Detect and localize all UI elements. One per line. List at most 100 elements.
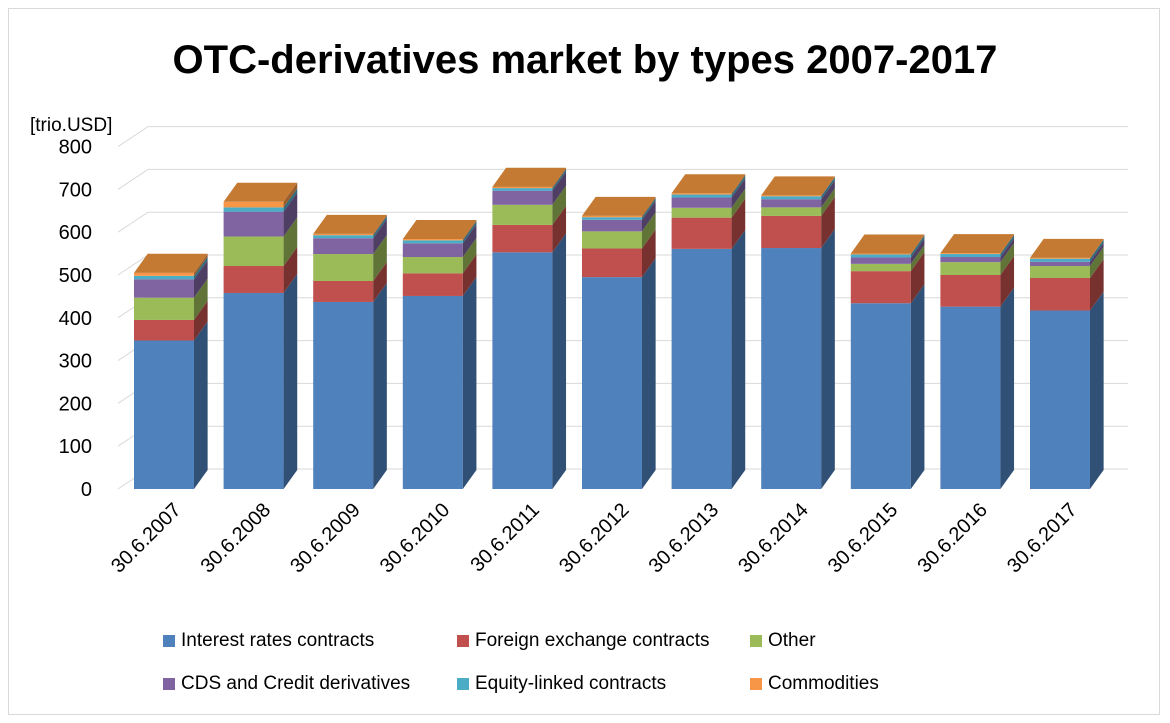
bar-segment-side xyxy=(283,273,298,489)
bar-segment-side xyxy=(1090,246,1104,278)
y-tick-label: 400 xyxy=(59,308,92,330)
legend-item: Equity-linked contracts xyxy=(457,673,666,695)
bar-segment xyxy=(582,215,642,218)
bar-segment xyxy=(134,297,194,320)
y-tick-label: 800 xyxy=(59,137,92,159)
bar-segment-side xyxy=(283,182,298,208)
bar-segment xyxy=(223,201,284,208)
x-tick-label: 30.6.2009 xyxy=(286,499,364,577)
bar-segment-side xyxy=(1000,237,1015,263)
bar-segment xyxy=(671,207,732,218)
legend-label: Other xyxy=(768,630,816,651)
bar-segment xyxy=(671,217,732,249)
legend-swatch xyxy=(457,678,469,690)
bar-segment-side xyxy=(373,219,387,255)
bar-segment-side xyxy=(821,196,835,249)
bar-segment-side xyxy=(552,171,567,205)
bar-segment xyxy=(761,207,822,216)
bar-segment-side xyxy=(462,276,477,489)
chart-title: OTC-derivatives market by types 2007-201… xyxy=(172,38,998,82)
legend-label: Commodities xyxy=(768,673,879,694)
bar-top-cap xyxy=(850,234,925,254)
x-tick-label: 30.6.2012 xyxy=(555,499,633,577)
bar-segment xyxy=(223,236,284,267)
bar-segment-side xyxy=(462,237,477,274)
bar-segment xyxy=(134,272,194,276)
bar-segment-side xyxy=(821,228,835,489)
bar-segment xyxy=(223,207,284,212)
bar-segment xyxy=(940,275,1001,307)
legend-item: Other xyxy=(750,630,816,652)
bar-segment-side xyxy=(642,258,656,489)
bar-segment xyxy=(313,238,374,255)
bar-segment xyxy=(492,204,553,225)
bar-segment-side xyxy=(1000,255,1015,307)
bar-segment-side xyxy=(731,175,746,198)
gridline-side xyxy=(117,126,149,148)
x-tick-label: 30.6.2015 xyxy=(824,499,902,577)
bar-segment-side xyxy=(283,246,298,293)
bar-segment xyxy=(582,219,642,232)
bar-top-cap xyxy=(940,234,1015,254)
bar-segment xyxy=(582,248,642,278)
bar-segment-side xyxy=(1000,287,1015,489)
bar-segment-side xyxy=(821,177,835,200)
bar-segment xyxy=(134,319,194,341)
bar-segment xyxy=(761,195,822,197)
bar-segment xyxy=(223,266,284,293)
bar-segment xyxy=(671,248,732,489)
bar-segment-side xyxy=(552,185,567,225)
bar-segment xyxy=(313,254,374,281)
bar-segment xyxy=(1030,266,1090,278)
x-tick-label: 30.6.2016 xyxy=(913,499,991,577)
bar-segment-side xyxy=(1000,234,1015,255)
bar-top-cap xyxy=(582,196,656,216)
legend-item: Interest rates contracts xyxy=(163,630,374,652)
bar-segment-side xyxy=(731,229,746,490)
bar-top-cap xyxy=(313,214,387,234)
bar-segment-side xyxy=(642,200,656,232)
bar-segment-side xyxy=(462,221,477,244)
bar-top-cap xyxy=(223,182,298,202)
bar-segment xyxy=(940,262,1001,275)
bar-top-cap xyxy=(402,220,477,240)
bar-segment-side xyxy=(1090,238,1104,259)
bar-segment-side xyxy=(283,188,298,212)
bar-segment-side xyxy=(1090,258,1104,311)
bar-segment-side xyxy=(910,244,925,272)
gridline-side xyxy=(117,254,149,276)
bar-segment xyxy=(582,231,642,249)
bar-segment xyxy=(850,257,911,264)
bar-segment-side xyxy=(194,300,208,341)
bar-top-cap xyxy=(671,174,746,194)
legend-swatch xyxy=(163,635,175,647)
x-tick-label: 30.6.2013 xyxy=(645,499,723,577)
y-tick-label: 200 xyxy=(59,393,92,415)
bar-segment xyxy=(582,217,642,220)
bar-segment-side xyxy=(552,205,567,253)
legend-label: Interest rates contracts xyxy=(181,630,375,651)
bar-segment xyxy=(1030,261,1090,267)
bar-segment xyxy=(313,235,374,239)
bar-segment xyxy=(402,273,463,296)
bar-segment-side xyxy=(910,235,925,258)
legend-item: Foreign exchange contracts xyxy=(457,630,709,652)
gridline-side xyxy=(117,168,149,190)
bar-segment xyxy=(940,257,1001,263)
bar-segment-side xyxy=(194,253,208,276)
y-tick-label: 0 xyxy=(81,479,92,501)
bar-top-cap xyxy=(1030,238,1104,258)
chart-frame xyxy=(8,8,1160,715)
bar-segment xyxy=(940,254,1001,258)
legend-item: CDS and Credit derivatives xyxy=(163,673,410,695)
x-tick-label: 30.6.2017 xyxy=(1003,499,1081,577)
bar-segment-side xyxy=(910,238,925,264)
bar-segment-side xyxy=(1090,239,1104,262)
bar-segment xyxy=(850,254,911,258)
bar-segment xyxy=(402,243,463,258)
bar-top-cap xyxy=(492,167,567,187)
bar-segment-side xyxy=(462,224,477,258)
bar-segment xyxy=(223,292,284,489)
bar-segment xyxy=(223,211,284,237)
